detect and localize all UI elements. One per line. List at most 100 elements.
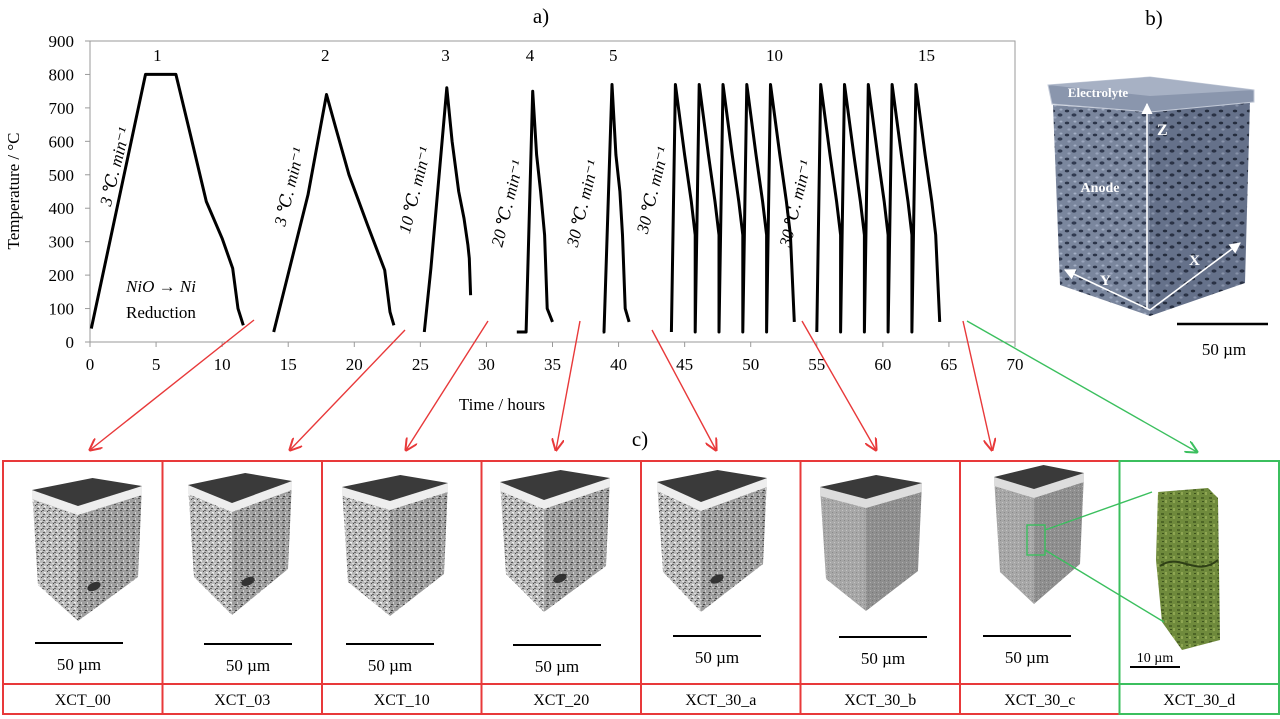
sample-electrolyte-band bbox=[188, 481, 292, 512]
sample-defect bbox=[87, 581, 101, 592]
arrow-to-xct-30-c bbox=[962, 320, 992, 450]
sample-electrolyte-band bbox=[500, 478, 610, 509]
y-tick-label: 300 bbox=[49, 233, 75, 252]
cycle-number-label: 10 bbox=[766, 46, 783, 65]
sample-panel-xct-30-b: XCT_30_b 50 µm bbox=[799, 460, 961, 715]
series-line-5 bbox=[602, 83, 631, 334]
sample-label: XCT_30_b bbox=[844, 692, 916, 709]
x-tick-label: 0 bbox=[86, 355, 95, 374]
x-tick-label: 60 bbox=[874, 355, 891, 374]
series-line-6 bbox=[669, 83, 796, 334]
x-tick-label: 35 bbox=[544, 355, 561, 374]
cycle-number-label: 2 bbox=[321, 46, 330, 65]
sample-strip: XCT_00 50 µm XCT_03 50 µm XCT_10 50 µm XCT_20 5… bbox=[2, 460, 1280, 715]
cycle-number-label: 15 bbox=[918, 46, 935, 65]
series-line-3 bbox=[422, 86, 473, 333]
x-tick-label: 45 bbox=[676, 355, 693, 374]
axis-z-label: Z bbox=[1157, 122, 1168, 139]
x-tick-label: 10 bbox=[214, 355, 231, 374]
anode-label: Anode bbox=[1081, 181, 1120, 196]
sample-cube-front bbox=[994, 477, 1034, 604]
zoom-sample-image bbox=[1156, 488, 1220, 650]
reduction-label: Reduction bbox=[126, 303, 196, 322]
sample-panel-xct-00: XCT_00 50 µm bbox=[2, 460, 164, 715]
sample-label-box bbox=[2, 683, 164, 715]
sample-label-box bbox=[1118, 683, 1280, 715]
sample-scale-label: 50 µm bbox=[535, 657, 579, 676]
sample-scale-label: 50 µm bbox=[368, 656, 412, 675]
x-tick-label: 65 bbox=[940, 355, 957, 374]
y-tick-label: 100 bbox=[49, 300, 75, 319]
y-tick-label: 500 bbox=[49, 166, 75, 185]
x-tick-label: 40 bbox=[610, 355, 627, 374]
x-tick-label: 20 bbox=[346, 355, 363, 374]
sample-electrolyte-band bbox=[342, 483, 448, 510]
sample-cube-side bbox=[1034, 473, 1084, 604]
sample-scale-label: 50 µm bbox=[1005, 648, 1049, 667]
sample-cube-front bbox=[32, 490, 78, 621]
x-tick-label: 5 bbox=[152, 355, 161, 374]
zoom-region-box bbox=[1026, 524, 1046, 556]
anode-3d-panel: Electrolyte Z Anode X Y 50 µm bbox=[1047, 76, 1268, 359]
sample-electrolyte-band bbox=[657, 478, 767, 511]
sample-panel-xct-10: XCT_10 50 µm bbox=[321, 460, 483, 715]
sample-cube-front bbox=[342, 487, 390, 616]
annotation-group: 1 2 3 4 5 10 153 ℃. min⁻¹ 3 ℃. min⁻¹ 10 ℃. min⁻¹… bbox=[96, 46, 935, 250]
series-line-7 bbox=[815, 83, 942, 334]
arrow-to-xct-20 bbox=[556, 320, 581, 450]
series-line-4 bbox=[516, 89, 554, 334]
sample-scale-label: 10 µm bbox=[1137, 651, 1174, 666]
sample-cube-front bbox=[188, 485, 232, 615]
sample-cube-top bbox=[188, 473, 292, 503]
sample-label: XCT_30_a bbox=[685, 692, 756, 709]
sample-electrolyte-band bbox=[820, 483, 922, 508]
sample-panel-xct-30-d: XCT_30_d 10 µm bbox=[1118, 460, 1280, 715]
x-tick-label: 15 bbox=[280, 355, 297, 374]
sample-panel-xct-03: XCT_03 50 µm bbox=[161, 460, 323, 715]
arrow-group bbox=[90, 319, 1197, 452]
sample-label-box bbox=[321, 683, 483, 715]
sample-scale-label: 50 µm bbox=[226, 656, 270, 675]
sample-scale-label: 50 µm bbox=[695, 648, 739, 667]
arrow-to-xct-03 bbox=[290, 329, 406, 450]
x-axis: 0 5 10 15 20 25 30 35 40 45 50 55 60 65 70 bbox=[86, 342, 1024, 374]
y-tick-label: 600 bbox=[49, 132, 75, 151]
electrolyte-top bbox=[1048, 77, 1254, 96]
sample-scale-label: 50 µm bbox=[57, 655, 101, 674]
y-axis-label: Temperature / °C bbox=[4, 132, 23, 249]
x-tick-label: 25 bbox=[412, 355, 429, 374]
heating-rate-label: 30 ℃. min⁻¹ bbox=[563, 158, 603, 249]
arrow-to-xct-10 bbox=[406, 320, 489, 450]
sample-label: XCT_30_c bbox=[1004, 692, 1075, 709]
reduction-formula: NiO → Ni bbox=[125, 277, 196, 296]
zoom-callout-line bbox=[1044, 549, 1165, 623]
heating-rate-label: 10 ℃. min⁻¹ bbox=[395, 145, 435, 235]
y-tick-label: 0 bbox=[66, 333, 75, 352]
sample-electrolyte-band bbox=[32, 486, 142, 515]
cycle-number-label: 1 bbox=[153, 46, 162, 65]
sample-cube-top bbox=[32, 478, 142, 506]
x-tick-label: 55 bbox=[808, 355, 825, 374]
sample-label-box bbox=[640, 683, 802, 715]
arrow-to-xct-30-d bbox=[966, 320, 1197, 452]
series-line-1 bbox=[89, 72, 245, 329]
sample-label: XCT_03 bbox=[214, 692, 270, 709]
heating-rate-label: 30 ℃. min⁻¹ bbox=[633, 145, 673, 236]
sample-cube-front bbox=[657, 482, 701, 612]
y-tick-label: 400 bbox=[49, 199, 75, 218]
x-axis-arrow bbox=[1149, 242, 1241, 311]
sample-defect bbox=[553, 573, 567, 584]
y-tick-label: 900 bbox=[49, 32, 75, 51]
y-axis-arrow bbox=[1063, 269, 1151, 311]
sample-label: XCT_10 bbox=[374, 692, 430, 709]
sample-scale-label: 50 µm bbox=[861, 649, 905, 668]
anode-front-face bbox=[1053, 105, 1150, 316]
arrow-to-xct-30-b bbox=[801, 320, 876, 450]
y-tick-label: 700 bbox=[49, 99, 75, 118]
heating-rate-label: 20 ℃. min⁻¹ bbox=[488, 158, 528, 248]
sample-panel-xct-30-a: XCT_30_a 50 µm bbox=[640, 460, 802, 715]
x-tick-label: 70 bbox=[1007, 355, 1024, 374]
plot-area bbox=[89, 40, 1016, 343]
